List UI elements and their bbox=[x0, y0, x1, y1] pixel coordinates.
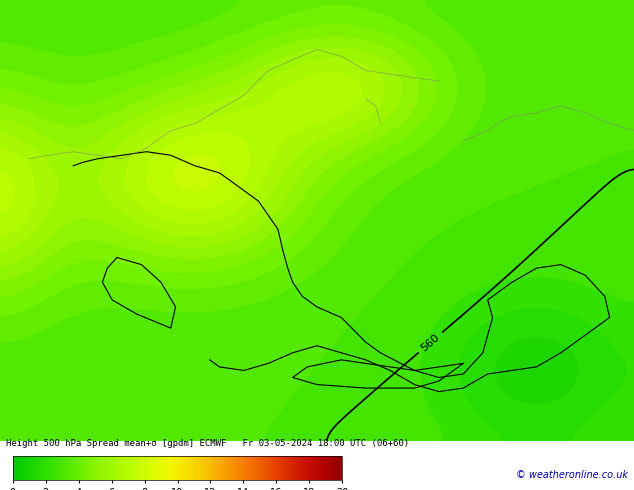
Text: © weatheronline.co.uk: © weatheronline.co.uk bbox=[515, 470, 628, 480]
Text: Height 500 hPa Spread mean+σ [gpdm] ECMWF   Fr 03-05-2024 18:00 UTC (06+60): Height 500 hPa Spread mean+σ [gpdm] ECMW… bbox=[6, 440, 410, 448]
Text: 560: 560 bbox=[419, 332, 442, 353]
